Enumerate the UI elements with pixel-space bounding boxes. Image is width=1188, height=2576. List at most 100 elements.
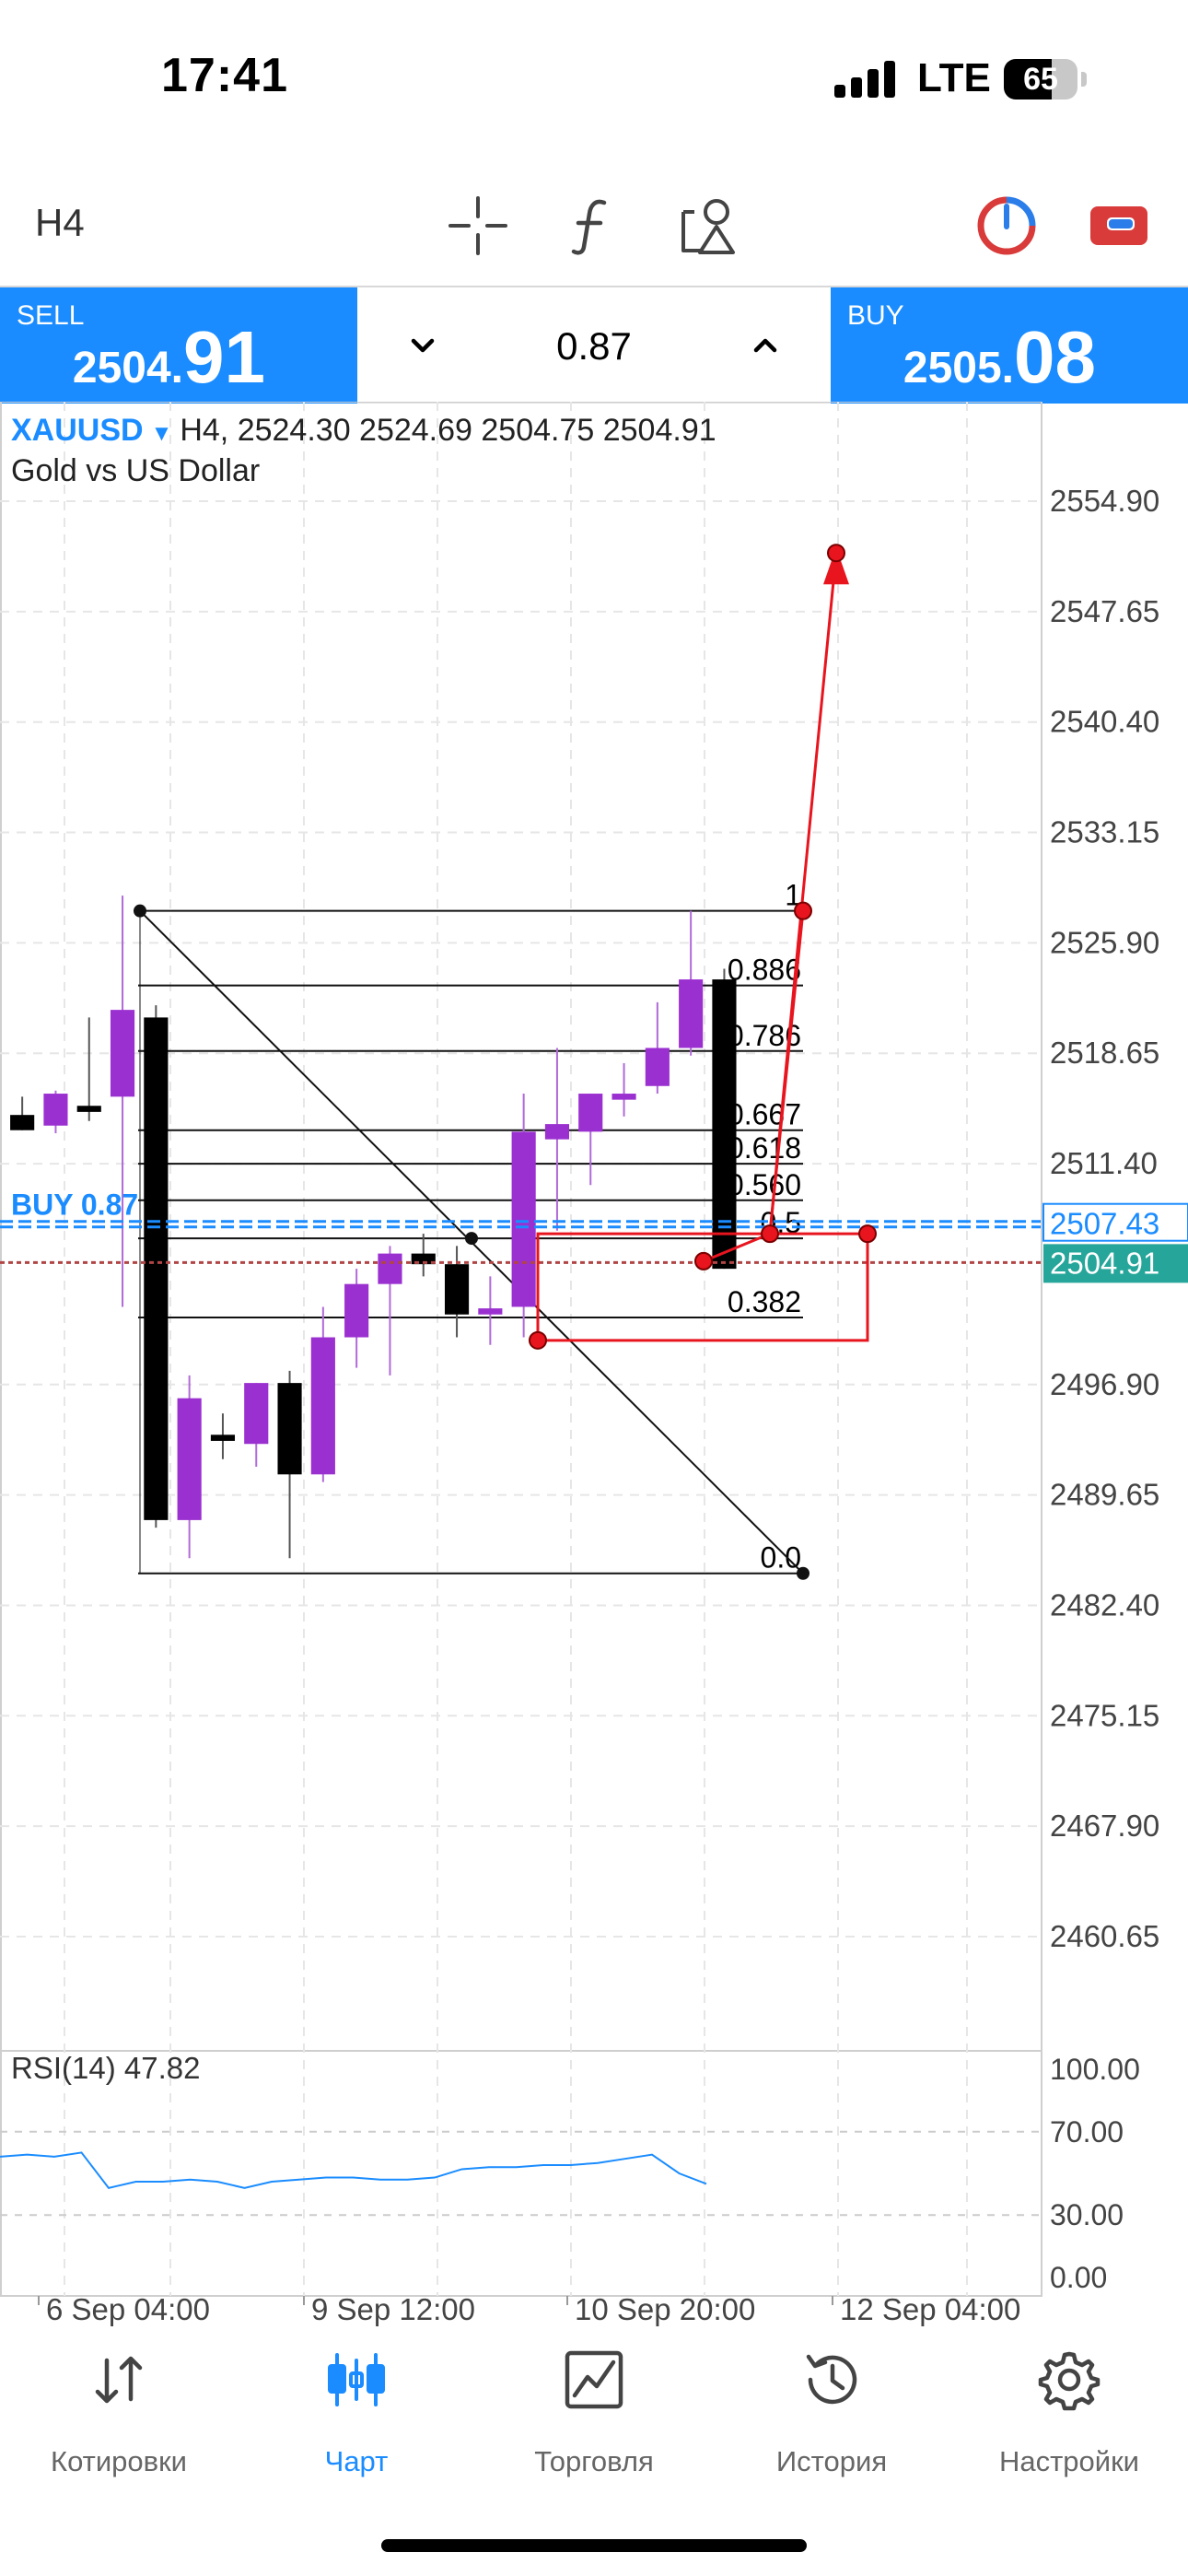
ohlc-info: H4, 2524.30 2524.69 2504.75 2504.91 <box>180 413 716 448</box>
fib-level-label: 0.0 <box>761 1541 801 1575</box>
battery-tip <box>1081 72 1087 87</box>
fib-level-label: 0.560 <box>728 1168 801 1201</box>
chevron-down-icon[interactable] <box>400 322 446 369</box>
volume-value[interactable]: 0.87 <box>556 324 632 368</box>
candle-body <box>679 979 704 1048</box>
fib-level-label: 0.886 <box>728 954 801 987</box>
drawing-anchor-point[interactable] <box>827 544 845 563</box>
fib-anchor-point[interactable] <box>134 904 146 918</box>
price-tick-label: 2533.15 <box>1050 815 1159 849</box>
nav-history[interactable]: История <box>713 2336 950 2484</box>
fib-level-label: 0.667 <box>728 1098 801 1131</box>
nav-settings[interactable]: Настройки <box>950 2336 1188 2484</box>
drawing-arrowhead[interactable] <box>823 547 849 585</box>
price-chart[interactable]: 2554.90 2547.65 2540.40 2533.15 2525.90 2518.… <box>0 402 1188 2327</box>
nav-label: Котировки <box>51 2445 187 2477</box>
chart-toolbar: H4 <box>0 175 1188 276</box>
price-tick-label: 2518.65 <box>1050 1036 1159 1070</box>
rsi-tick-label: 100.00 <box>1050 2053 1140 2086</box>
sell-price-small: 2504. <box>72 344 184 392</box>
function-icon[interactable] <box>560 193 624 258</box>
drawing-anchor-point[interactable] <box>858 1224 877 1244</box>
position-label: BUY 0.87 <box>11 1188 138 1222</box>
trade-icon <box>565 2350 623 2409</box>
position-price-tag-text: 2507.43 <box>1050 1207 1159 1241</box>
one-click-trade-panel: SELL 2504.91 0.87 BUY 2505.08 <box>0 286 1188 404</box>
timeframe-button[interactable]: H4 <box>35 201 85 244</box>
price-tick-label: 2475.15 <box>1050 1698 1159 1732</box>
drawing-line[interactable] <box>703 1232 771 1263</box>
drawing-arrow-line[interactable] <box>768 553 838 1235</box>
time-tick-label: 12 Sep 04:00 <box>840 2292 1020 2326</box>
price-tick-label: 2460.65 <box>1050 1919 1159 1953</box>
price-tick-label: 2511.40 <box>1050 1146 1158 1180</box>
candle-body <box>344 1283 369 1338</box>
time-tick-label: 6 Sep 04:00 <box>46 2292 210 2326</box>
nav-quotes[interactable]: Котировки <box>0 2336 238 2484</box>
trade-tool-icon[interactable] <box>974 193 1039 258</box>
candle-body <box>411 1253 436 1265</box>
candle-body <box>478 1308 503 1315</box>
buy-price-big: 08 <box>1014 316 1096 398</box>
candle-body <box>10 1115 35 1130</box>
candle-body <box>144 1017 169 1520</box>
battery-icon: 65 <box>1004 59 1077 100</box>
candle-body <box>578 1094 603 1132</box>
rsi-tick-label: 30.00 <box>1050 2198 1124 2231</box>
candle-body <box>712 979 737 1270</box>
plot-frame <box>0 402 1042 2297</box>
bottom-navigation: Котировки Чарт Торговля История <box>0 2336 1188 2521</box>
fib-level-label: 1 <box>785 879 801 912</box>
candle-body <box>43 1094 68 1126</box>
chart-canvas[interactable]: 2554.90 2547.65 2540.40 2533.15 2525.90 2518.… <box>0 402 1188 2327</box>
candle-body <box>210 1434 236 1441</box>
rsi-tick-label: 70.00 <box>1050 2115 1124 2149</box>
fib-mid-point[interactable] <box>465 1232 478 1246</box>
buy-button[interactable]: BUY 2505.08 <box>831 287 1188 404</box>
drawing-anchor-point[interactable] <box>694 1251 713 1270</box>
chart-icon <box>328 2353 385 2406</box>
candle-body <box>110 1010 135 1097</box>
chart-symbol-header: XAUUSD ▼ H4, 2524.30 2524.69 2504.75 2504.… <box>11 413 716 449</box>
candle-body <box>511 1131 536 1307</box>
account-icon[interactable] <box>1087 193 1151 258</box>
price-tick-label: 2525.90 <box>1050 925 1159 959</box>
nav-label: Настройки <box>998 2445 1139 2477</box>
candle-body <box>310 1337 335 1475</box>
buy-price-small: 2505. <box>903 344 1015 392</box>
bid-price-tag-text: 2504.91 <box>1050 1246 1159 1280</box>
symbol-dropdown-icon[interactable]: ▼ <box>150 421 173 446</box>
time-tick-label: 9 Sep 12:00 <box>311 2292 475 2326</box>
chevron-up-icon[interactable] <box>742 322 788 369</box>
symbol-description: Gold vs US Dollar <box>11 453 261 488</box>
price-tick-label: 2547.65 <box>1050 594 1159 628</box>
candle-body <box>611 1094 636 1100</box>
crosshair-icon[interactable] <box>446 193 510 258</box>
status-bar: 17:41 LTE 65 <box>0 0 1188 157</box>
drawing-anchor-point[interactable] <box>761 1224 779 1244</box>
sell-button[interactable]: SELL 2504.91 <box>0 287 357 404</box>
rsi-tick-label: 0.00 <box>1050 2261 1107 2294</box>
price-tick-label: 2540.40 <box>1050 705 1159 739</box>
home-indicator <box>381 2539 807 2552</box>
nav-trade[interactable]: Торговля <box>475 2336 713 2484</box>
signal-icon <box>834 59 899 98</box>
drawing-anchor-point[interactable] <box>529 1330 547 1350</box>
nav-label: Чарт <box>324 2445 389 2477</box>
settings-icon <box>1038 2351 1101 2411</box>
nav-chart[interactable]: Чарт <box>238 2336 475 2484</box>
time-tick-label: 10 Sep 20:00 <box>575 2292 755 2326</box>
price-tick-label: 2467.90 <box>1050 1809 1159 1843</box>
sell-price-big: 91 <box>183 316 265 398</box>
price-tick-label: 2554.90 <box>1050 484 1159 518</box>
drawing-anchor-point[interactable] <box>794 901 812 920</box>
nav-label: Торговля <box>534 2445 654 2477</box>
status-time: 17:41 <box>161 49 288 102</box>
price-tick-label: 2496.90 <box>1050 1367 1159 1401</box>
fib-anchor-point[interactable] <box>797 1566 809 1580</box>
candle-body <box>544 1124 570 1140</box>
objects-icon[interactable] <box>676 193 740 258</box>
drawing-rectangle[interactable] <box>536 1232 869 1342</box>
history-icon <box>806 2354 857 2405</box>
symbol-name[interactable]: XAUUSD <box>11 413 144 448</box>
